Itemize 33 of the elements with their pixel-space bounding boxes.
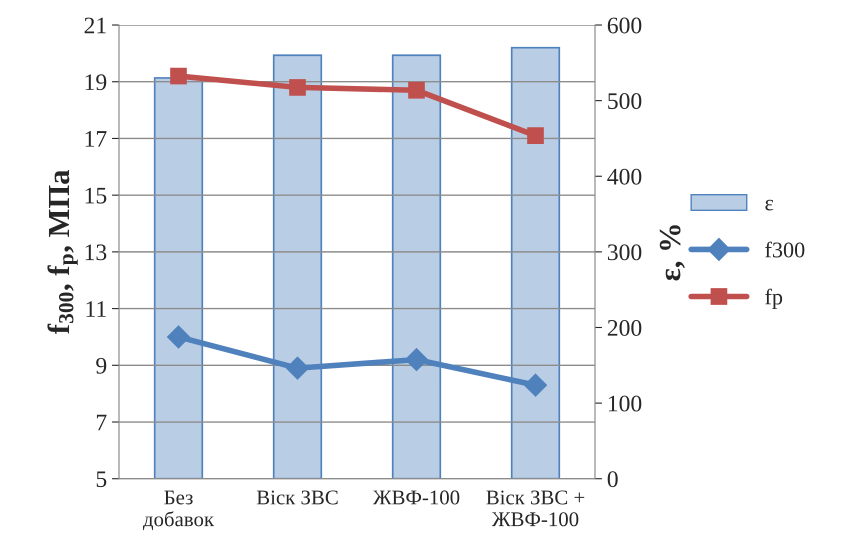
- y-tick-label: 11: [86, 301, 106, 317]
- point: [170, 68, 187, 84]
- y2-tick-label: 400: [607, 168, 642, 185]
- y2-tick-label: 200: [608, 320, 642, 336]
- y-tick-label: 15: [86, 188, 106, 204]
- y-tick-label: 13: [86, 244, 106, 260]
- y-tick-label: 19: [86, 74, 106, 90]
- x-tick-label: ЖВФ-100: [372, 490, 460, 504]
- y-tick-label: 5: [96, 471, 106, 488]
- legend-label: ε: [765, 200, 774, 210]
- legend-label: fp: [765, 288, 782, 310]
- y2-tick-label: 100: [608, 396, 642, 412]
- x-tick-label: Віск ЗВС + ЖВФ-100: [486, 490, 584, 526]
- x-tick-label: Віск ЗВС: [256, 490, 338, 504]
- point: [527, 127, 544, 144]
- y-tick-label: 7: [96, 414, 107, 430]
- y-tick-label: 9: [96, 358, 106, 374]
- y2-tick-label: 0: [608, 471, 618, 488]
- y-tick-label: 17: [86, 131, 107, 147]
- point: [408, 82, 425, 99]
- x-tick-label: Без добавок: [142, 490, 214, 530]
- point: [167, 325, 190, 348]
- y-tick-label: 21: [84, 18, 106, 34]
- point: [289, 79, 306, 96]
- y2-axis-title: ε, %: [660, 225, 685, 280]
- point: [524, 374, 547, 397]
- point: [405, 348, 428, 372]
- y-axis-title: f$_{300}$, f$_{p}$, МПа: [47, 170, 78, 334]
- point: [286, 356, 309, 380]
- y2-tick-label: 600: [608, 18, 642, 34]
- y2-tick-label: 500: [608, 93, 642, 110]
- legend-label: f300: [765, 242, 804, 258]
- y2-tick-label: 300: [608, 244, 642, 260]
